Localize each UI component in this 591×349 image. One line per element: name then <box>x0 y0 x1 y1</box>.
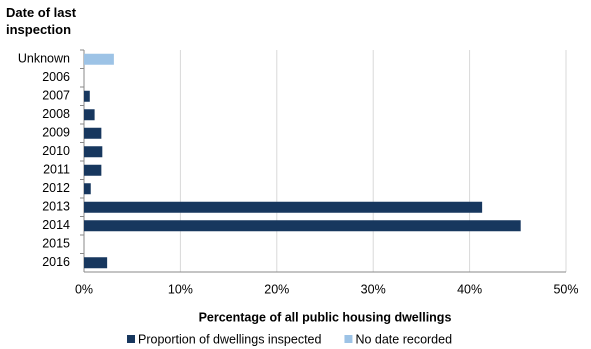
x-tick-label: 0% <box>75 282 93 296</box>
y-axis-title: Date of last inspection <box>6 5 77 37</box>
legend-swatch <box>344 335 353 343</box>
x-axis-title: Percentage of all public housing dwellin… <box>199 310 452 324</box>
bar <box>84 53 114 65</box>
bar <box>84 201 483 213</box>
legend-label: Proportion of dwellings inspected <box>138 332 321 346</box>
x-tick-label: 20% <box>264 282 289 296</box>
bar <box>84 164 102 176</box>
x-tick-label: 40% <box>457 282 482 296</box>
bar <box>84 146 103 158</box>
bar <box>84 90 90 102</box>
y-tick-label: 2012 <box>42 181 70 195</box>
y-tick-label: Unknown <box>18 52 70 66</box>
bar <box>84 109 95 121</box>
bar <box>84 127 102 139</box>
x-tick-label: 30% <box>361 282 386 296</box>
y-tick-label: 2015 <box>42 237 70 251</box>
y-tick-label: 2009 <box>42 126 70 140</box>
y-tick-label: 2010 <box>42 144 70 158</box>
y-tick-label: 2013 <box>42 200 70 214</box>
legend-label: No date recorded <box>355 332 452 346</box>
y-tick-label: 2008 <box>42 107 70 121</box>
legend-swatch <box>127 335 135 343</box>
x-tick-label: 10% <box>168 282 193 296</box>
y-tick-label: 2014 <box>42 218 70 232</box>
x-tick-label: 50% <box>553 282 578 296</box>
y-tick-label: 2016 <box>42 255 70 269</box>
y-tick-label: 2006 <box>42 70 70 84</box>
y-tick-label: 2007 <box>42 89 70 103</box>
bar <box>84 257 108 269</box>
bar <box>84 183 91 195</box>
y-tick-label: 2011 <box>43 163 70 177</box>
bar <box>84 220 521 232</box>
